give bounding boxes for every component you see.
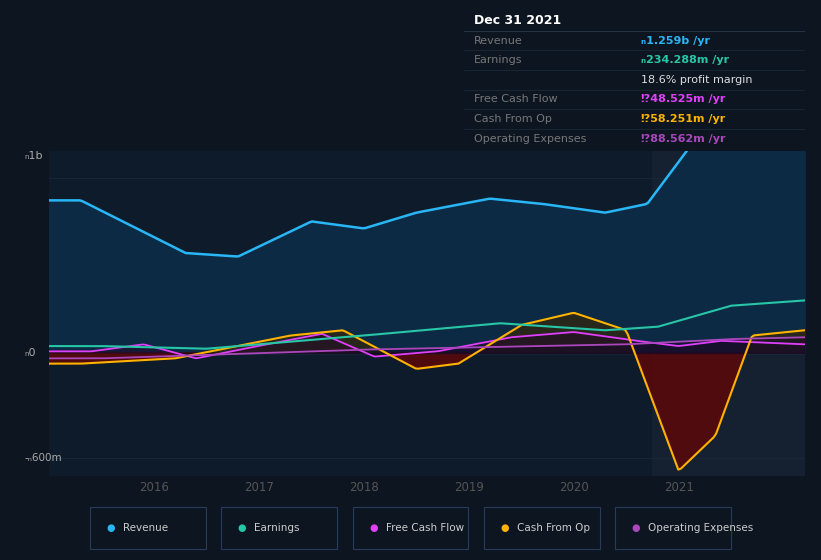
Text: Earnings: Earnings bbox=[474, 55, 523, 65]
Text: Free Cash Flow: Free Cash Flow bbox=[474, 95, 557, 104]
Text: ₙ234.288m /yr: ₙ234.288m /yr bbox=[641, 55, 729, 65]
Bar bbox=[653, 151, 805, 476]
Text: ●: ● bbox=[237, 523, 246, 533]
Text: -ₙ600m: -ₙ600m bbox=[25, 454, 62, 464]
Text: Cash From Op: Cash From Op bbox=[517, 523, 590, 533]
Text: 18.6% profit margin: 18.6% profit margin bbox=[641, 75, 753, 85]
Text: Operating Expenses: Operating Expenses bbox=[649, 523, 754, 533]
Text: Revenue: Revenue bbox=[474, 36, 523, 45]
Text: ₙ1b: ₙ1b bbox=[25, 151, 44, 161]
Text: Operating Expenses: Operating Expenses bbox=[474, 134, 586, 143]
Text: Free Cash Flow: Free Cash Flow bbox=[386, 523, 464, 533]
Text: Cash From Op: Cash From Op bbox=[474, 114, 552, 124]
Text: ⁉58.251m /yr: ⁉58.251m /yr bbox=[641, 114, 725, 124]
Text: ⁉48.525m /yr: ⁉48.525m /yr bbox=[641, 95, 726, 104]
Text: Revenue: Revenue bbox=[123, 523, 168, 533]
Text: ●: ● bbox=[500, 523, 509, 533]
Text: ●: ● bbox=[106, 523, 115, 533]
Text: ●: ● bbox=[369, 523, 378, 533]
Text: ●: ● bbox=[631, 523, 640, 533]
Text: Dec 31 2021: Dec 31 2021 bbox=[474, 15, 562, 27]
Text: ₙ0: ₙ0 bbox=[25, 348, 36, 358]
Text: ₙ1.259b /yr: ₙ1.259b /yr bbox=[641, 36, 710, 45]
Text: ⁉88.562m /yr: ⁉88.562m /yr bbox=[641, 134, 726, 143]
Text: Earnings: Earnings bbox=[255, 523, 300, 533]
